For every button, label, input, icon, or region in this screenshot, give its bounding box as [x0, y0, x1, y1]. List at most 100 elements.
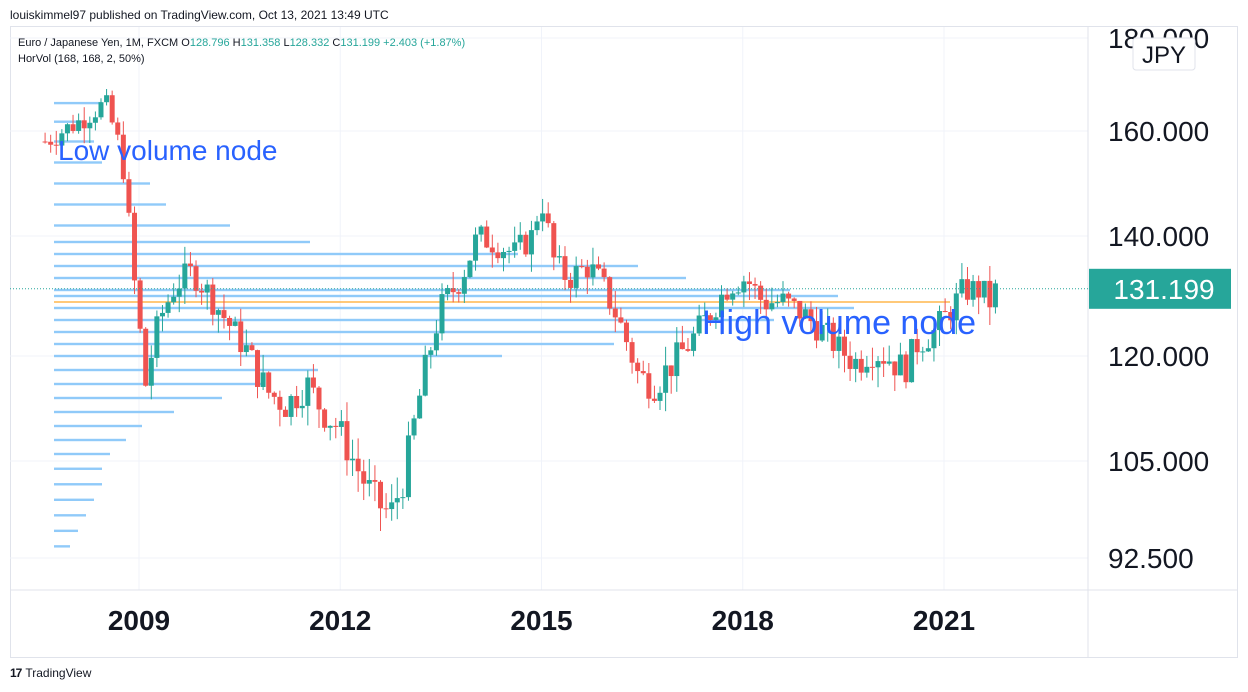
candle	[193, 260, 199, 298]
candle	[920, 346, 926, 362]
time-tick-label: 2021	[913, 605, 975, 636]
candle-body	[897, 354, 903, 376]
candle-body	[858, 358, 864, 373]
candle	[182, 246, 188, 304]
candle-body	[182, 263, 188, 289]
candle	[853, 352, 859, 383]
candle	[400, 488, 406, 509]
candle-body	[786, 293, 792, 299]
candle	[618, 307, 624, 324]
candle-body	[361, 471, 367, 484]
candle-body	[920, 351, 926, 353]
candle-body	[461, 277, 467, 294]
candle	[456, 289, 462, 303]
candle-body	[970, 281, 976, 300]
candle	[892, 361, 898, 392]
candle-body	[774, 302, 780, 304]
candle-body	[120, 134, 126, 180]
candle-body	[987, 280, 993, 308]
candle-body	[730, 293, 736, 300]
candle	[255, 349, 261, 399]
candle	[405, 421, 411, 501]
candle-body	[159, 312, 165, 317]
candle	[573, 256, 579, 298]
tradingview-logo-icon[interactable]: 17	[10, 666, 22, 680]
candle	[897, 342, 903, 376]
candle	[143, 327, 149, 387]
price-tick-label: 92.500	[1108, 543, 1194, 574]
candle	[389, 484, 395, 521]
candle	[691, 326, 697, 357]
candle	[596, 256, 602, 271]
candle	[428, 347, 434, 369]
candle	[467, 260, 473, 279]
candle	[981, 280, 987, 304]
candle	[562, 246, 568, 291]
volume-bar	[54, 264, 638, 268]
volume-bar	[54, 120, 86, 123]
candle	[210, 278, 216, 326]
candle	[937, 305, 943, 346]
candle-body	[976, 281, 982, 298]
candle-body	[495, 252, 501, 259]
candle	[758, 281, 764, 314]
candle	[473, 227, 479, 271]
candle	[864, 355, 870, 378]
footer-brand[interactable]: TradingView	[25, 666, 92, 680]
currency-badge[interactable]: JPY	[1132, 37, 1196, 71]
volume-bar	[54, 161, 102, 164]
close-value: 131.199	[340, 37, 381, 49]
last-price-badge-box	[1089, 268, 1231, 309]
currency-label: JPY	[1142, 42, 1186, 69]
candle	[76, 113, 82, 134]
candle	[81, 107, 87, 144]
candle	[886, 345, 892, 366]
price-axis: 180.000160.000140.000120.000105.00092.50…	[1108, 23, 1209, 574]
candle-body	[668, 365, 674, 377]
indicator-label[interactable]: HorVol (168, 168, 2, 50%)	[18, 53, 145, 65]
candle-body	[752, 283, 758, 286]
candle-body	[948, 312, 954, 321]
candle-body	[551, 223, 557, 258]
open-value: 128.796	[189, 37, 230, 49]
candle	[277, 390, 283, 427]
candle	[668, 365, 674, 394]
candle	[802, 303, 808, 320]
candle	[422, 345, 428, 397]
candle	[271, 391, 277, 405]
candle-body	[215, 310, 221, 315]
candle-body	[607, 277, 613, 309]
candles	[42, 89, 998, 531]
candle-body	[802, 309, 808, 319]
candle-body	[473, 234, 479, 261]
candle	[299, 389, 305, 418]
candle-body	[260, 372, 266, 387]
time-tick-label: 2018	[712, 605, 774, 636]
candle	[685, 338, 691, 353]
candle-body	[92, 117, 98, 123]
symbol-label[interactable]: Euro / Japanese Yen, 1M, FXCM	[18, 37, 179, 49]
volume-bar	[54, 529, 78, 533]
high-label: H	[232, 37, 241, 49]
time-tick-label: 2015	[510, 605, 572, 636]
candle-body	[478, 226, 484, 235]
candle	[841, 329, 847, 373]
candle	[774, 294, 780, 308]
candle	[959, 263, 965, 298]
candle-body	[719, 294, 725, 318]
candle-body	[685, 349, 691, 351]
candle-body	[612, 308, 618, 318]
candle-body	[221, 310, 227, 318]
candle-body	[892, 361, 898, 376]
candle	[568, 272, 574, 303]
candle-body	[316, 387, 322, 410]
candle	[590, 247, 596, 286]
candle	[976, 275, 982, 315]
candle-body	[338, 421, 344, 427]
volume-bar	[54, 368, 318, 372]
candle	[383, 493, 389, 519]
annotation-low-volume: Low volume node	[58, 135, 277, 166]
candle	[735, 286, 741, 296]
candle-body	[573, 266, 579, 288]
